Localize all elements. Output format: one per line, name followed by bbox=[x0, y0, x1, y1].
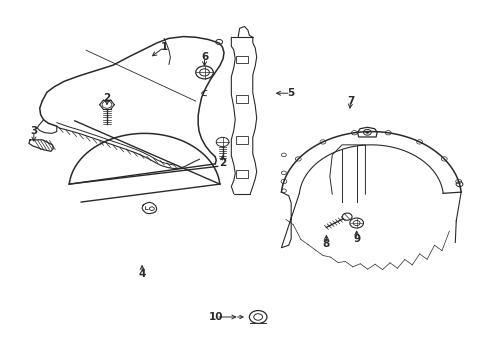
Text: 1: 1 bbox=[160, 42, 167, 52]
Text: 10: 10 bbox=[208, 312, 223, 322]
Bar bbox=[236, 55, 247, 63]
Text: 5: 5 bbox=[286, 88, 294, 98]
Text: 2: 2 bbox=[103, 93, 110, 103]
Text: 8: 8 bbox=[322, 239, 329, 249]
Bar bbox=[236, 170, 247, 178]
Bar bbox=[236, 136, 247, 144]
Text: 7: 7 bbox=[346, 96, 354, 106]
Text: 6: 6 bbox=[201, 52, 208, 62]
Bar bbox=[236, 95, 247, 103]
Text: 9: 9 bbox=[352, 234, 360, 244]
Text: 2: 2 bbox=[219, 158, 226, 168]
Text: 3: 3 bbox=[30, 126, 38, 136]
Circle shape bbox=[365, 131, 368, 134]
Text: 4: 4 bbox=[138, 269, 145, 279]
